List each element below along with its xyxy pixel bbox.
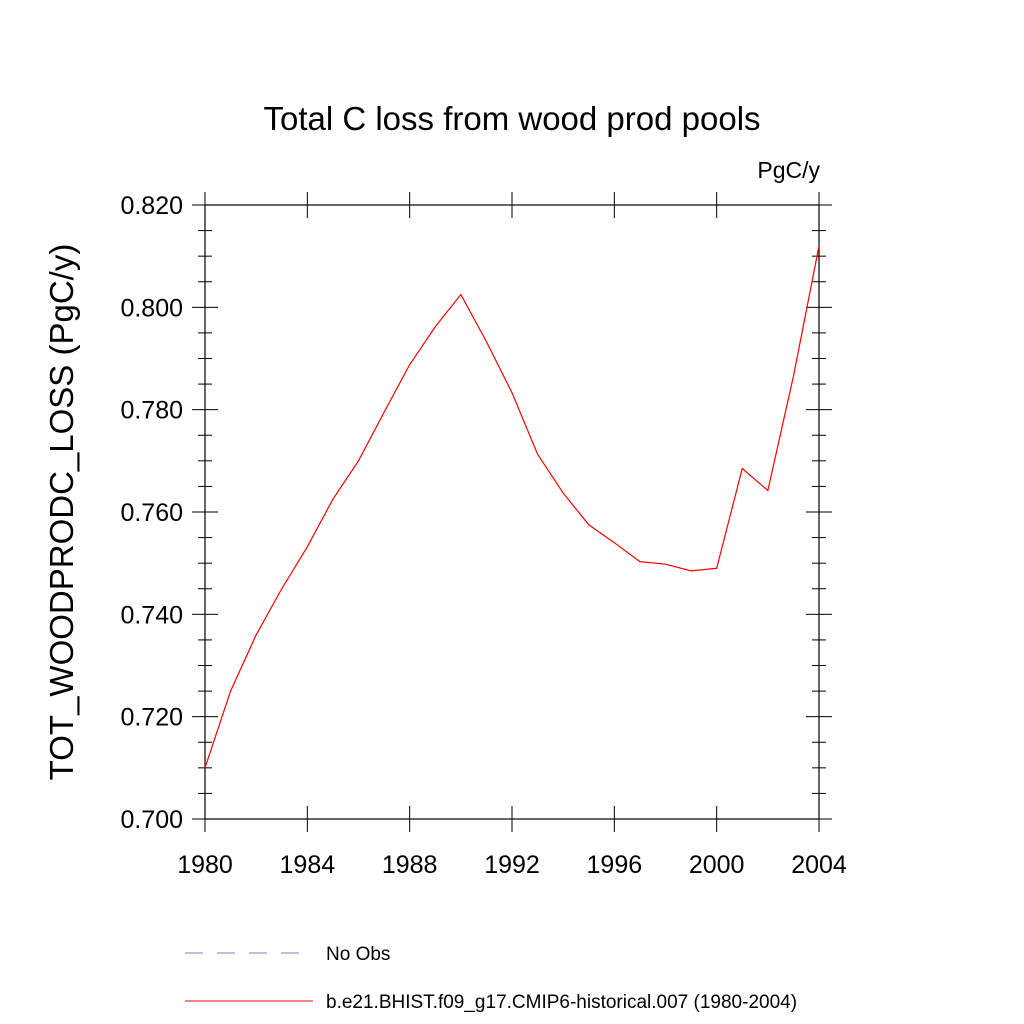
y-tick-label: 0.780	[120, 397, 183, 425]
x-tick-label: 1996	[587, 851, 643, 879]
legend-label: No Obs	[326, 944, 390, 965]
axis-ticks: 1980 1984 1988 1992 1996 2000 2004 0.700 0.720 0.…	[120, 192, 847, 879]
x-tick-label: 1984	[280, 851, 336, 879]
chart-title: Total C loss from wood prod pools	[263, 100, 761, 137]
series-line	[204, 245, 820, 769]
x-tick-label: 2004	[791, 851, 847, 879]
x-tick-label: 2000	[689, 851, 745, 879]
x-tick-label: 1980	[177, 851, 233, 879]
y-tick-label: 0.800	[120, 294, 183, 322]
y-tick-label: 0.760	[120, 499, 183, 527]
x-tick-label: 1992	[484, 851, 540, 879]
legend: No Obs b.e21.BHIST.f09_g17.CMIP6-historic…	[185, 944, 797, 1013]
series-lines	[204, 245, 820, 769]
y-tick-label: 0.740	[120, 601, 183, 629]
units-label: PgC/y	[757, 157, 820, 183]
y-tick-label: 0.700	[120, 806, 183, 834]
y-tick-label: 0.820	[120, 192, 183, 220]
axes-frame	[204, 204, 820, 820]
y-tick-label: 0.720	[120, 704, 183, 732]
plot-border	[204, 204, 820, 820]
x-tick-label: 1988	[382, 851, 438, 879]
legend-label: b.e21.BHIST.f09_g17.CMIP6-historical.007…	[326, 992, 797, 1013]
